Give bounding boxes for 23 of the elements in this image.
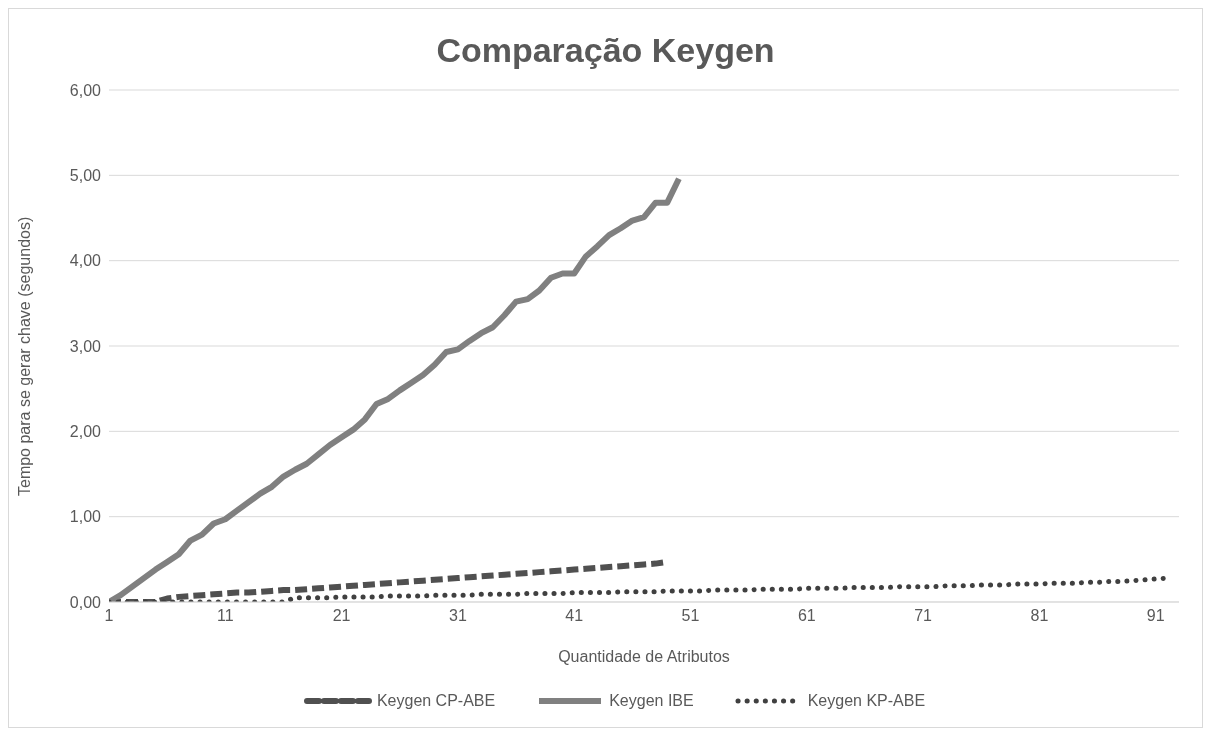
x-tick-label: 81 [1030,607,1049,625]
y-tick-label: 2,00 [69,423,102,441]
x-tick-label: 1 [104,607,114,625]
legend-label: Keygen CP-ABE [376,692,496,710]
legend-label: Keygen IBE [609,692,694,710]
y-tick-label: 6,00 [69,81,102,99]
y-tick-label: 4,00 [69,252,102,270]
chart-title: Comparação Keygen [435,31,776,70]
y-tick-label: 3,00 [69,337,102,355]
y-axis-title: Tempo para se gerar chave (segundos) [15,216,33,496]
x-tick-label: 21 [332,607,351,625]
x-axis-title: Quantidade de Atributos [558,648,730,665]
y-tick-label: 1,00 [69,508,102,526]
x-tick-label: 71 [914,607,933,625]
y-tick-label: 5,00 [69,167,102,185]
x-tick-label: 91 [1146,607,1165,625]
legend-label: Keygen KP-ABE [807,692,926,710]
x-tick-label: 41 [565,607,584,625]
x-tick-label: 51 [681,607,700,625]
x-tick-label: 11 [217,607,234,625]
x-tick-label: 61 [797,607,816,625]
y-tick-label: 0,00 [69,593,102,611]
x-tick-label: 31 [449,607,467,625]
